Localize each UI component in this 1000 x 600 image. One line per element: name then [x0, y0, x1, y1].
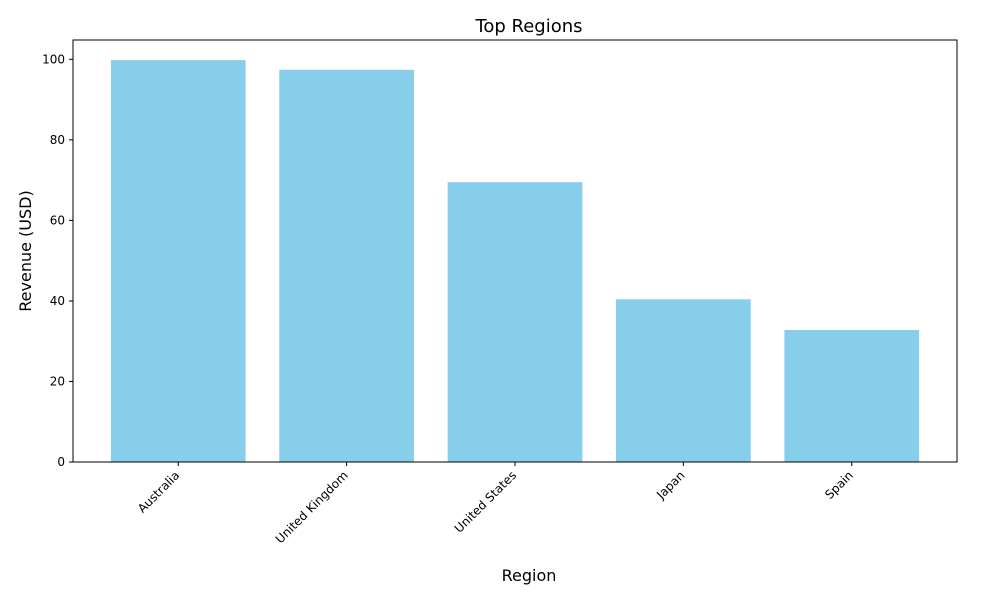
y-tick-label: 80 [50, 133, 65, 147]
x-tick-label: United Kingdom [273, 468, 351, 546]
x-tick-label: Australia [135, 468, 182, 515]
bar-australia [110, 60, 246, 462]
bar-spain [784, 329, 920, 462]
bar-japan [616, 299, 751, 462]
bar-united-kingdom [279, 69, 414, 463]
x-tick-label: United States [452, 468, 519, 535]
x-axis-label: Region [502, 566, 557, 585]
chart-title: Top Regions [474, 16, 582, 37]
y-tick-label: 0 [57, 455, 65, 469]
y-tick-label: 40 [50, 294, 65, 308]
y-axis-label: Revenue (USD) [16, 190, 35, 311]
plot-frame [72, 39, 958, 463]
y-tick-label: 60 [50, 213, 65, 227]
x-tick-label: Spain [822, 468, 856, 502]
x-tick-label: Japan [653, 468, 687, 502]
bars [110, 60, 920, 463]
y-tick-label: 100 [42, 52, 65, 66]
x-axis-ticks: Australia United Kingdom United States Japa… [135, 462, 856, 546]
bar-united-states [447, 182, 583, 462]
y-axis-ticks: 0 20 40 60 80 100 [42, 52, 73, 469]
y-tick-label: 20 [50, 374, 65, 388]
